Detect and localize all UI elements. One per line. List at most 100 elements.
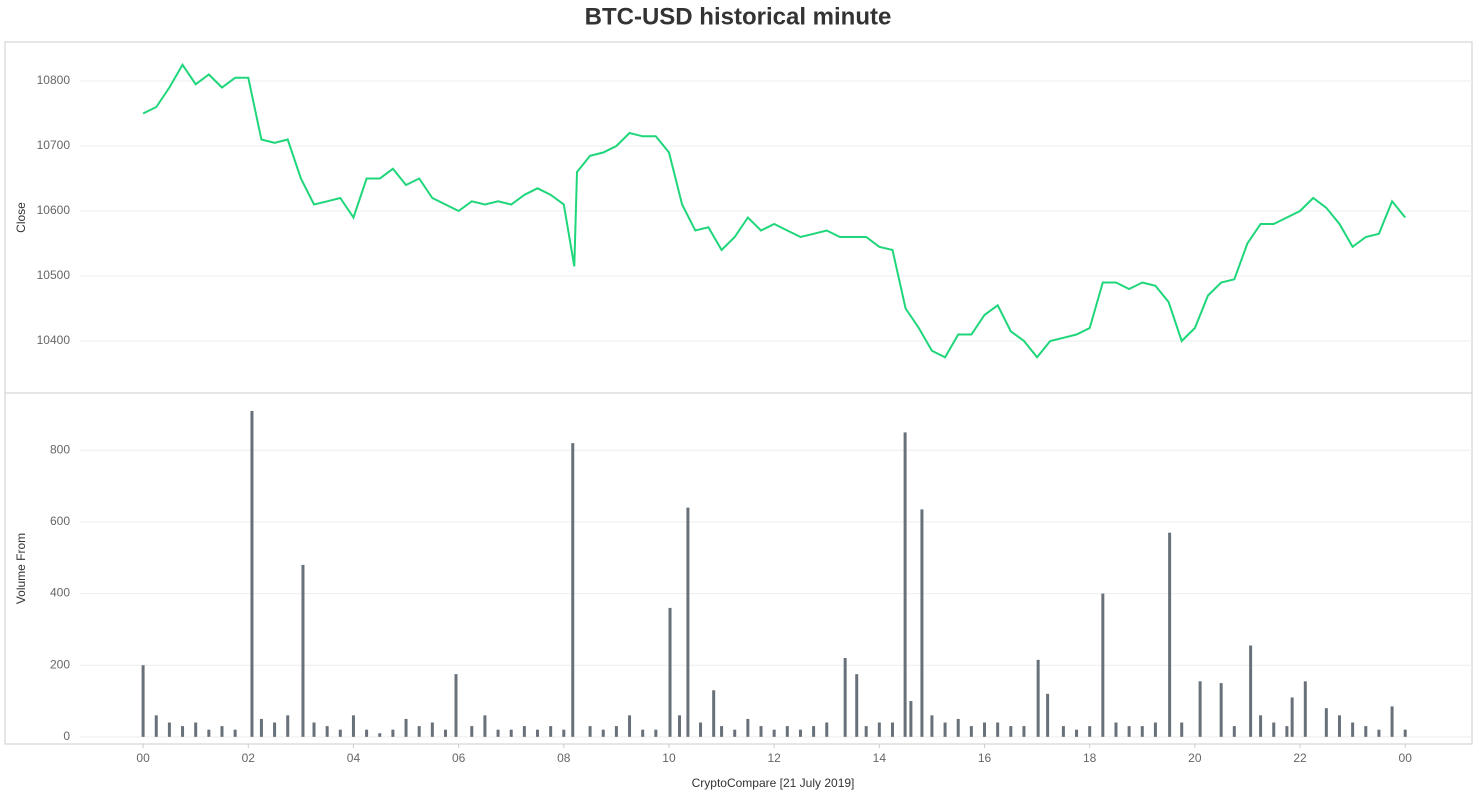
bar: [1036, 659, 1040, 737]
bar: [1101, 593, 1105, 737]
bar: [509, 729, 513, 737]
bar: [720, 726, 724, 737]
bar: [1324, 708, 1328, 737]
bar: [454, 674, 458, 737]
bar: [483, 715, 487, 737]
bar: [614, 726, 618, 737]
bar: [641, 729, 645, 737]
bar: [417, 726, 421, 737]
bar: [1259, 715, 1263, 737]
bar: [404, 718, 408, 737]
bar: [1351, 722, 1355, 737]
bar: [996, 722, 1000, 737]
bar: [759, 726, 763, 737]
bar: [1046, 693, 1050, 737]
bar: [1153, 722, 1157, 737]
bar: [181, 726, 185, 737]
bar: [785, 726, 789, 737]
bar: [496, 729, 500, 737]
x-tick-label: 22: [1293, 751, 1307, 765]
y-tick-label: 10600: [37, 203, 71, 217]
bar: [983, 722, 987, 737]
bar: [956, 718, 960, 737]
bar: [588, 726, 592, 737]
bar: [250, 410, 254, 737]
bar: [890, 722, 894, 737]
bar: [167, 722, 171, 737]
bar: [1290, 697, 1294, 737]
bar: [825, 722, 829, 737]
x-tick-label: 04: [347, 751, 361, 765]
x-tick-label: 00: [136, 751, 150, 765]
bar: [1403, 729, 1407, 737]
y-axis-label: Volume From: [14, 533, 28, 604]
bar: [1114, 722, 1118, 737]
x-tick-label: 16: [978, 751, 992, 765]
bar: [812, 726, 816, 737]
bar: [259, 718, 263, 737]
y-tick-label: 400: [50, 586, 70, 600]
bar: [712, 690, 716, 737]
bar: [351, 715, 355, 737]
y-tick-label: 0: [63, 729, 70, 743]
bar: [1285, 726, 1289, 737]
bar: [378, 733, 382, 737]
bar: [877, 722, 881, 737]
y-axis-label: Close: [14, 202, 28, 233]
bar: [391, 729, 395, 737]
bar: [1390, 706, 1394, 737]
bar: [338, 729, 342, 737]
bar: [943, 722, 947, 737]
bar: [1303, 681, 1307, 737]
bar: [1364, 726, 1368, 737]
bar: [686, 507, 690, 737]
bar: [678, 715, 682, 737]
bar: [1337, 715, 1341, 737]
x-tick-label: 08: [557, 751, 571, 765]
bar: [1061, 726, 1065, 737]
bar: [443, 729, 447, 737]
bar: [1198, 681, 1202, 737]
bar: [571, 443, 575, 737]
price-line: [142, 62, 1406, 359]
chart-title: BTC-USD historical minute: [585, 3, 892, 30]
bar: [1022, 726, 1026, 737]
bar: [772, 729, 776, 737]
bar: [699, 722, 703, 737]
bar: [273, 722, 277, 737]
bar: [1232, 726, 1236, 737]
bar: [909, 701, 913, 737]
bar: [194, 722, 198, 737]
bar: [864, 726, 868, 737]
y-tick-label: 10800: [37, 73, 71, 87]
bar: [1140, 726, 1144, 737]
x-tick-label: 14: [873, 751, 887, 765]
bar: [668, 607, 672, 737]
bar: [141, 665, 145, 737]
x-axis-label: CryptoCompare [21 July 2019]: [692, 776, 855, 790]
y-tick-label: 10700: [37, 138, 71, 152]
bar: [1377, 729, 1381, 737]
bar: [1219, 683, 1223, 737]
bar: [470, 726, 474, 737]
bar: [930, 715, 934, 737]
bar: [430, 722, 434, 737]
bar: [1009, 726, 1013, 737]
x-tick-label: 10: [662, 751, 676, 765]
bar: [920, 509, 924, 737]
bar: [301, 564, 305, 737]
bar: [325, 726, 329, 737]
bar: [365, 729, 369, 737]
x-tick-label: 12: [767, 751, 781, 765]
y-tick-label: 10400: [37, 333, 71, 347]
bar: [798, 729, 802, 737]
y-tick-label: 10500: [37, 268, 71, 282]
bar: [233, 729, 237, 737]
bar: [1249, 645, 1253, 737]
bar: [536, 729, 540, 737]
x-tick-label: 06: [452, 751, 466, 765]
bar: [207, 729, 211, 737]
bar: [1272, 722, 1276, 737]
bar: [855, 674, 859, 737]
